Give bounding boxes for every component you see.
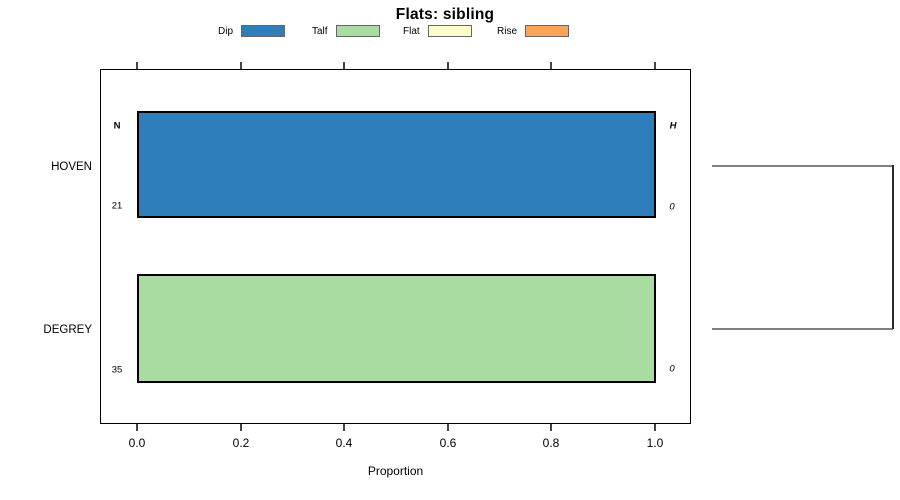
h-count-degrey: 0 (669, 363, 675, 375)
axis-tick-top (240, 62, 242, 69)
legend-label-talf: Talf (312, 25, 328, 37)
axis-tick-top (343, 62, 345, 69)
axis-tick-bottom (343, 424, 345, 431)
n-count-hoven: 21 (111, 200, 123, 212)
legend-item-rise: Rise (497, 25, 570, 37)
n-column-header: N (113, 120, 121, 132)
h-count-hoven: 0 (669, 201, 675, 213)
x-tick-label: 0.8 (542, 436, 560, 450)
legend-item-talf: Talf (312, 25, 380, 37)
category-label-hoven: HOVEN (51, 161, 92, 173)
legend-label-rise: Rise (497, 25, 518, 37)
legend-swatch-dip (241, 25, 286, 37)
x-tick-label: 1.0 (646, 436, 664, 450)
legend-label-flat: Flat (403, 25, 420, 37)
x-tick-label: 0.2 (232, 436, 250, 450)
legend-item-flat: Flat (403, 25, 472, 37)
chart-title: Flats: sibling (395, 6, 495, 23)
legend-label-dip: Dip (218, 25, 234, 37)
legend-swatch-flat (427, 25, 472, 37)
bar-degrey-talf (137, 274, 656, 383)
legend-swatch-talf (335, 25, 380, 37)
n-count-degrey: 35 (111, 364, 123, 376)
dendrogram-join (892, 165, 894, 329)
bar-hoven-dip (137, 111, 656, 218)
dendrogram-branch-degrey (712, 328, 893, 330)
x-tick-label: 0.4 (335, 436, 353, 450)
h-column-header: H (669, 120, 677, 132)
axis-tick-bottom (136, 424, 138, 431)
dendrogram-branch-hoven (712, 165, 893, 167)
axis-tick-top (654, 62, 656, 69)
legend-item-dip: Dip (218, 25, 286, 37)
axis-tick-top (136, 62, 138, 69)
x-tick-label: 0.6 (439, 436, 457, 450)
x-axis-label: Proportion (367, 464, 424, 478)
axis-tick-top (447, 62, 449, 69)
axis-tick-bottom (550, 424, 552, 431)
axis-tick-bottom (240, 424, 242, 431)
legend-swatch-rise (525, 25, 570, 37)
axis-tick-bottom (654, 424, 656, 431)
axis-tick-bottom (447, 424, 449, 431)
axis-tick-top (550, 62, 552, 69)
category-label-degrey: DEGREY (43, 324, 92, 336)
x-tick-label: 0.0 (128, 436, 146, 450)
